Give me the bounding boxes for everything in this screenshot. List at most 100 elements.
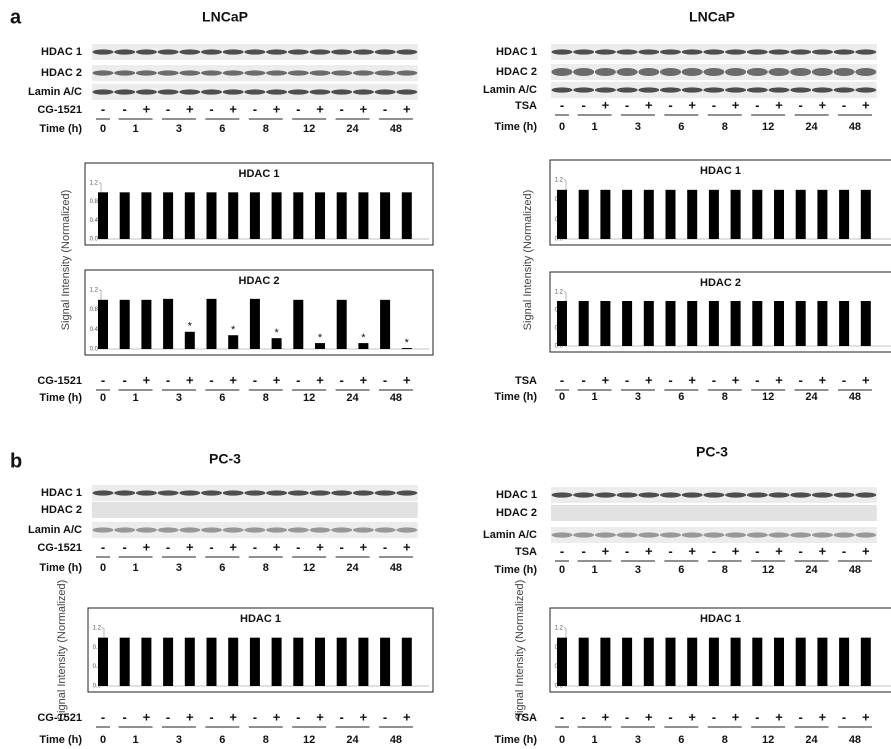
blot-band: [114, 89, 135, 94]
lane-sign: -: [296, 101, 300, 116]
bar: [796, 190, 806, 239]
blot-band: [790, 49, 811, 54]
time-value: 6: [678, 564, 684, 576]
time-value: 8: [263, 392, 269, 404]
blot-band: [266, 49, 287, 54]
time-value: 24: [805, 121, 818, 133]
bar: [752, 638, 762, 686]
lane-sign: -: [560, 709, 564, 724]
panel-letter: a: [10, 6, 22, 28]
bar: [796, 638, 806, 686]
blot-band: [288, 70, 309, 75]
lane-sign: +: [273, 101, 281, 116]
time-value: 12: [303, 392, 315, 404]
lane-sign: -: [209, 372, 213, 387]
blot-band: [595, 532, 616, 537]
lane-sign: +: [602, 543, 610, 558]
lane-sign: +: [732, 372, 740, 387]
bar: [293, 192, 303, 239]
time-value: 3: [176, 734, 182, 746]
blot-band: [617, 49, 638, 54]
blot-band: [747, 49, 768, 54]
bar: [141, 300, 151, 349]
blot-band: [790, 87, 811, 92]
time-value: 48: [390, 734, 402, 746]
lane-sign: +: [775, 372, 783, 387]
blot-band: [93, 49, 114, 54]
blot-band: [396, 490, 417, 495]
blot-label: HDAC 1: [496, 489, 537, 501]
lane-sign: -: [123, 709, 127, 724]
blot-band: [375, 490, 396, 495]
lane-sign: -: [166, 372, 170, 387]
lane-sign: -: [253, 372, 257, 387]
lane-sign: +: [688, 543, 696, 558]
blot-band: [769, 492, 790, 497]
lane-sign: +: [273, 372, 281, 387]
treatment-label: TSA: [515, 375, 537, 387]
bar: [687, 638, 697, 686]
y-tick-label: 0.4: [90, 218, 99, 224]
bar: [666, 638, 676, 686]
significance-star: *: [231, 324, 236, 336]
time-value: 24: [346, 734, 359, 746]
lane-sign: -: [560, 97, 564, 112]
blot-band: [310, 527, 331, 532]
y-tick-label: 1.2: [90, 181, 99, 187]
blot-band: [114, 49, 135, 54]
time-value: 0: [100, 562, 106, 574]
blot-band: [682, 532, 703, 537]
lane-sign: -: [253, 709, 257, 724]
bar: [272, 192, 282, 239]
lane-sign: +: [732, 97, 740, 112]
blot-band: [353, 490, 374, 495]
lane-sign: +: [862, 709, 870, 724]
time-value: 8: [263, 562, 269, 574]
blot-band: [288, 527, 309, 532]
blot-band: [855, 87, 876, 92]
time-value: 24: [805, 564, 818, 576]
blot-band: [769, 87, 790, 92]
bar: [731, 301, 741, 346]
bar: [163, 299, 173, 349]
lane-sign: +: [229, 372, 237, 387]
blot-band: [834, 68, 855, 76]
bar: [839, 190, 849, 239]
lane-sign: -: [712, 709, 716, 724]
time-value: 48: [849, 121, 861, 133]
blot-band: [617, 532, 638, 537]
y-axis-label: Signal Intensity (Normalized): [514, 580, 526, 721]
lane-sign: +: [602, 372, 610, 387]
blot-band: [703, 68, 724, 76]
blot-band: [638, 87, 659, 92]
blot-band: [855, 68, 876, 76]
y-axis-label: Signal Intensity (Normalized): [60, 190, 72, 331]
panel-title: PC-3: [696, 444, 728, 460]
lane-sign: -: [101, 372, 105, 387]
time-value: 12: [762, 734, 774, 746]
lane-sign: -: [296, 372, 300, 387]
bar: [774, 638, 784, 686]
lane-sign: -: [209, 539, 213, 554]
time-value: 1: [132, 123, 138, 135]
lane-sign: -: [123, 539, 127, 554]
blot-band: [552, 49, 573, 54]
bar: [163, 192, 173, 239]
lane-sign: -: [755, 372, 759, 387]
lane-sign: +: [316, 539, 324, 554]
blot-band: [114, 70, 135, 75]
blot-label: HDAC 2: [41, 504, 82, 516]
bar: [861, 638, 871, 686]
blot-band: [396, 527, 417, 532]
blot-band: [179, 89, 200, 94]
blot-band: [552, 532, 573, 537]
blot-band: [638, 532, 659, 537]
time-value: 48: [849, 734, 861, 746]
blot-band: [573, 68, 594, 76]
blot-band: [310, 49, 331, 54]
bar: [622, 301, 632, 346]
bar: [272, 338, 282, 349]
blot-band: [136, 527, 157, 532]
lane-sign: +: [403, 539, 411, 554]
time-value: 12: [303, 562, 315, 574]
